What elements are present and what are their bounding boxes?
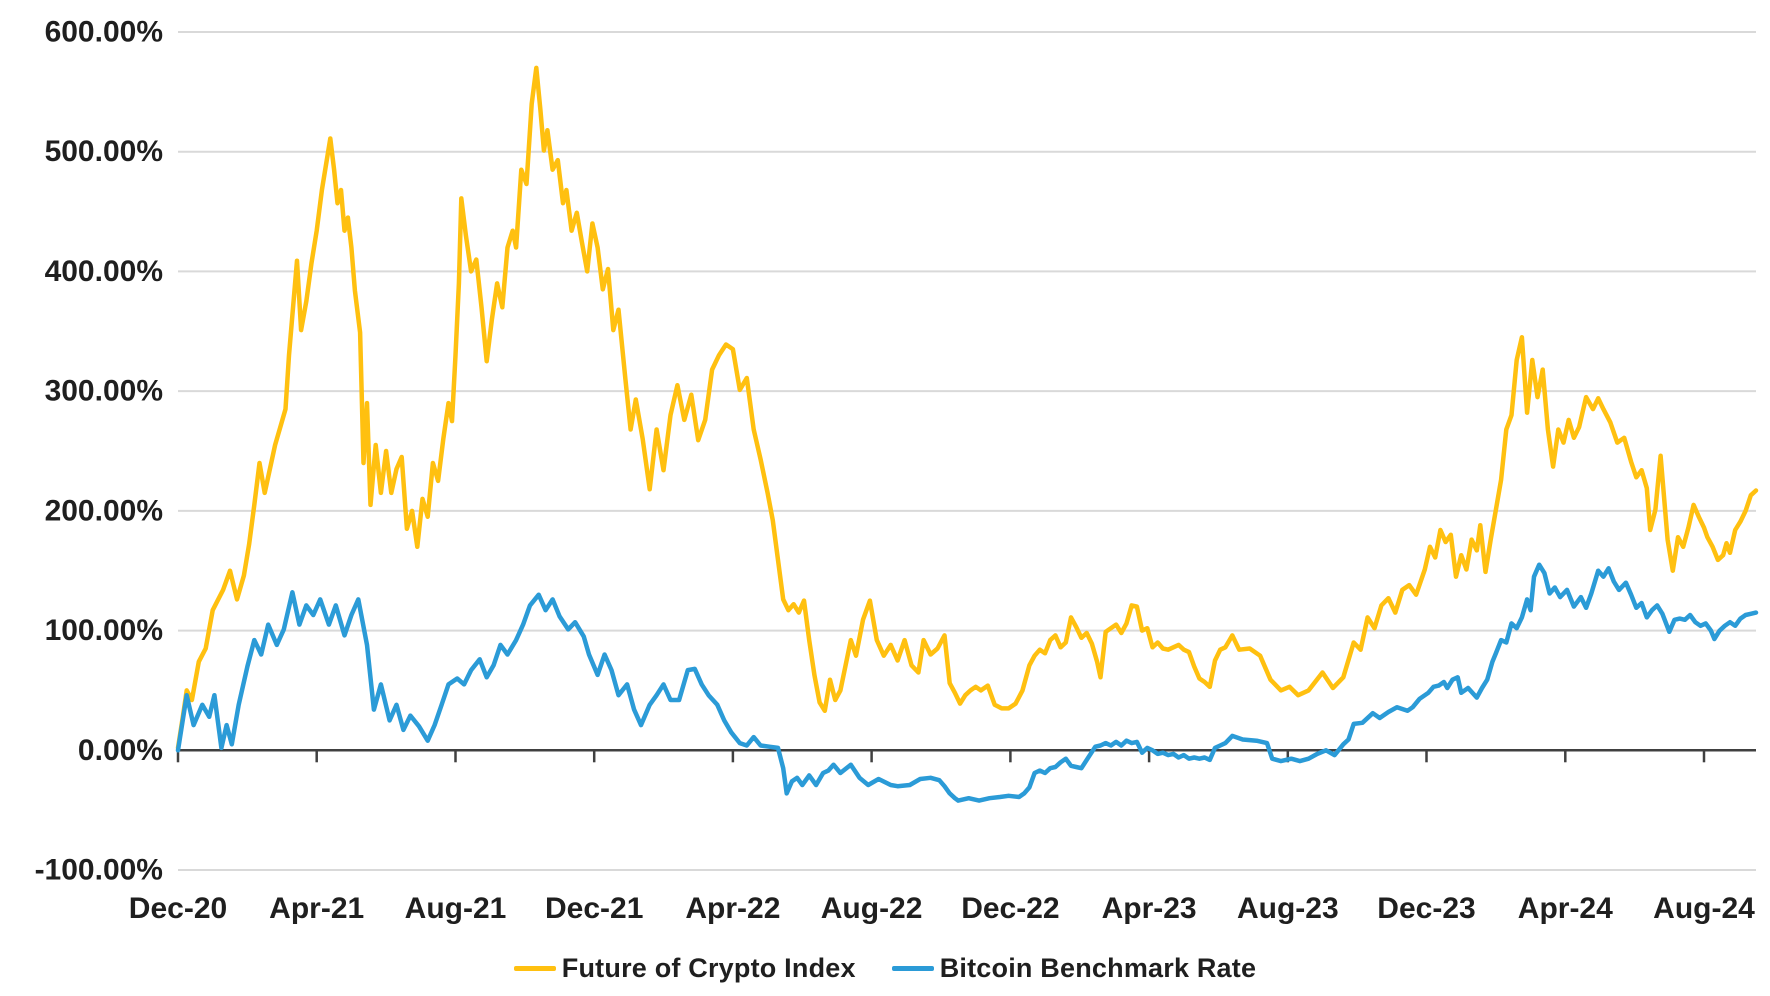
x-axis-label: Aug-21 bbox=[405, 892, 507, 925]
x-axis-label: Dec-22 bbox=[961, 892, 1059, 925]
x-axis-label: Apr-23 bbox=[1102, 892, 1197, 925]
x-axis-label: Aug-23 bbox=[1237, 892, 1339, 925]
bbr-line bbox=[175, 562, 1759, 803]
x-axis-label: Apr-22 bbox=[685, 892, 780, 925]
legend-label-fci: Future of Crypto Index bbox=[561, 953, 856, 983]
legend: Future of Crypto Index Bitcoin Benchmark… bbox=[0, 953, 1770, 984]
y-axis-label: 100.00% bbox=[45, 614, 163, 647]
legend-item-bitcoin-benchmark-rate: Bitcoin Benchmark Rate bbox=[891, 953, 1257, 984]
bbr-line-swatch bbox=[891, 966, 934, 971]
legend-item-future-of-crypto-index: Future of Crypto Index bbox=[513, 953, 856, 984]
y-axis-label: 500.00% bbox=[45, 135, 163, 168]
x-axis-label: Aug-24 bbox=[1653, 892, 1755, 925]
y-axis-label: 200.00% bbox=[45, 494, 163, 527]
y-axis-label: -100.00% bbox=[35, 854, 163, 887]
legend-label-bbr: Bitcoin Benchmark Rate bbox=[939, 953, 1257, 983]
x-axis-label: Apr-24 bbox=[1518, 892, 1613, 925]
x-axis-label: Dec-23 bbox=[1377, 892, 1475, 925]
y-axis-label: 400.00% bbox=[45, 255, 163, 288]
fci-line-swatch bbox=[513, 966, 556, 971]
fci-line bbox=[175, 65, 1759, 751]
x-axis-label: Dec-21 bbox=[545, 892, 643, 925]
x-axis-label: Apr-21 bbox=[269, 892, 364, 925]
y-axis-label: 300.00% bbox=[45, 375, 163, 408]
x-axis-label: Dec-20 bbox=[129, 892, 227, 925]
y-axis-label: 600.00% bbox=[45, 16, 163, 49]
y-axis-label: 0.00% bbox=[78, 734, 163, 767]
x-axis-label: Aug-22 bbox=[821, 892, 923, 925]
